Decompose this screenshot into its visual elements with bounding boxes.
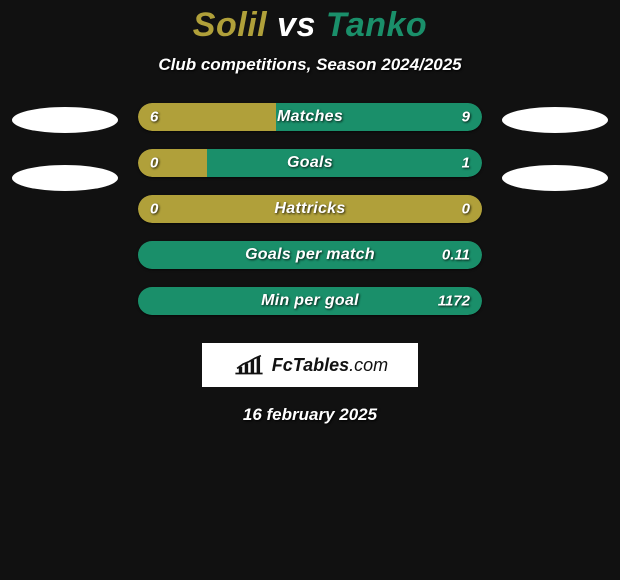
- stat-value-left: 0: [150, 201, 158, 218]
- bar-fill-right: [207, 149, 482, 177]
- team-badge-right-2: [502, 165, 608, 191]
- subtitle: Club competitions, Season 2024/2025: [0, 55, 620, 75]
- stat-bar-gpm: Goals per match 0.11: [138, 241, 482, 269]
- stat-bars: 6 Matches 9 0 Goals 1 0 Hattricks 0: [138, 103, 482, 315]
- stat-value-right: 1172: [438, 293, 470, 310]
- player1-name: Solil: [193, 6, 267, 44]
- stat-value-left: 0: [150, 155, 158, 172]
- bar-fill-left: [138, 103, 276, 131]
- team-badge-right-1: [502, 107, 608, 133]
- bar-fill-left: [138, 149, 207, 177]
- chart-icon: [232, 353, 266, 377]
- stat-label: Goals: [287, 154, 333, 172]
- team-badge-left-1: [12, 107, 118, 133]
- logo-bold: FcTables: [272, 355, 349, 375]
- stat-bar-mpg: Min per goal 1172: [138, 287, 482, 315]
- stat-value-right: 1: [462, 155, 470, 172]
- stat-bar-matches: 6 Matches 9: [138, 103, 482, 131]
- player2-name: Tanko: [326, 6, 427, 44]
- stat-value-right: 9: [462, 109, 470, 126]
- stat-label: Goals per match: [245, 246, 375, 264]
- date-text: 16 february 2025: [0, 405, 620, 425]
- logo-text: FcTables.com: [272, 355, 388, 376]
- left-badges: [10, 103, 120, 315]
- stat-value-right: 0.11: [442, 247, 470, 264]
- stat-label: Min per goal: [261, 292, 359, 310]
- logo-thin: .com: [349, 355, 388, 375]
- stat-bar-goals: 0 Goals 1: [138, 149, 482, 177]
- vs-text: vs: [277, 6, 316, 44]
- stat-value-left: 6: [150, 109, 158, 126]
- stat-label: Matches: [277, 108, 343, 126]
- comparison-card: Solil vs Tanko Club competitions, Season…: [0, 0, 620, 425]
- stat-label: Hattricks: [274, 200, 345, 218]
- right-badges: [500, 103, 610, 315]
- team-badge-left-2: [12, 165, 118, 191]
- stat-bar-hattricks: 0 Hattricks 0: [138, 195, 482, 223]
- page-title: Solil vs Tanko: [0, 6, 620, 45]
- stat-value-right: 0: [462, 201, 470, 218]
- stats-area: 6 Matches 9 0 Goals 1 0 Hattricks 0: [0, 103, 620, 315]
- source-logo: FcTables.com: [202, 343, 418, 387]
